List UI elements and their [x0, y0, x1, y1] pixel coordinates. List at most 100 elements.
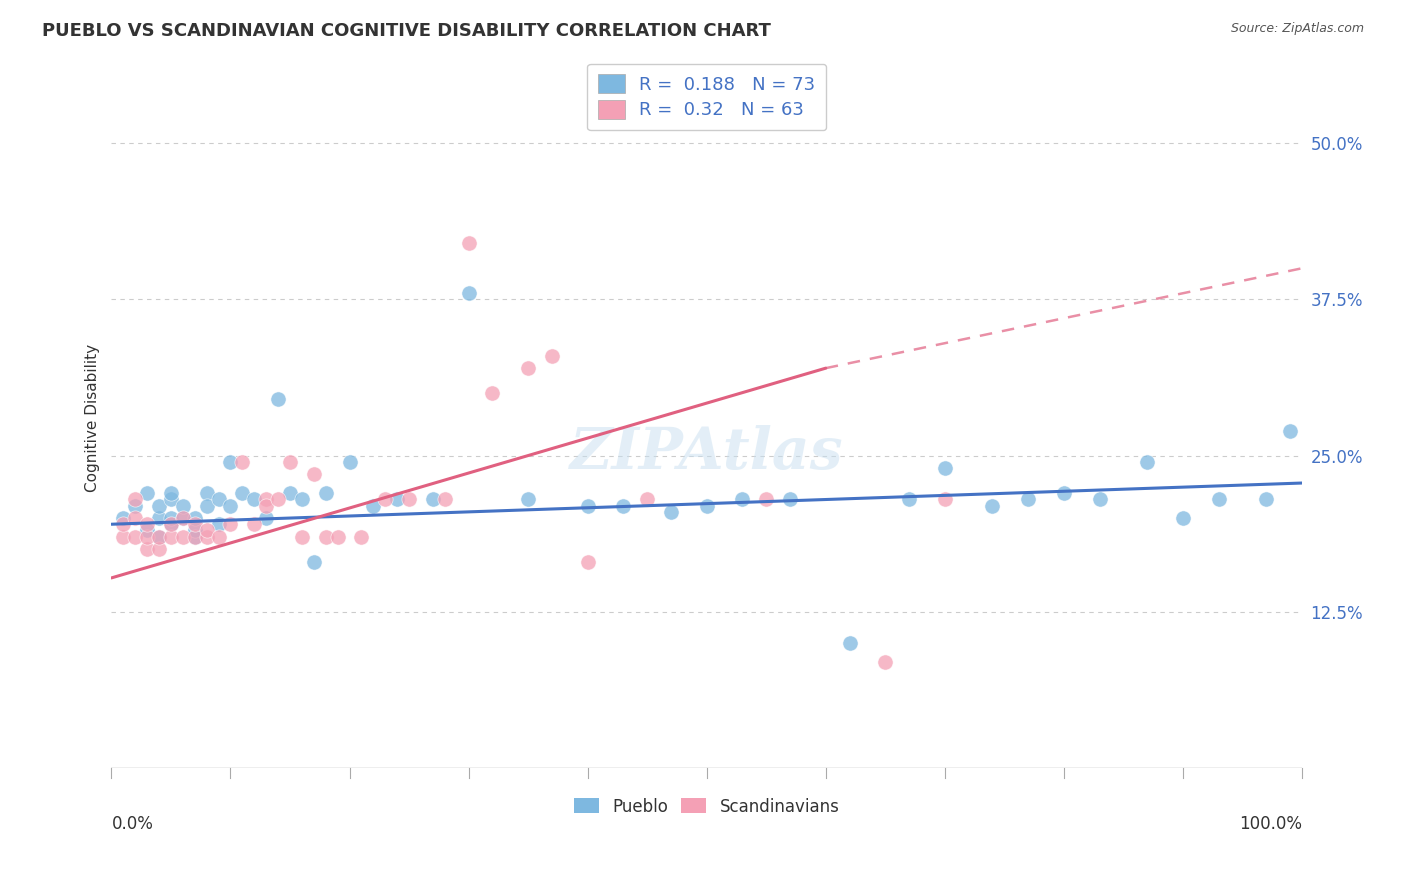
Point: [172, 511, 194, 525]
Point: [136, 486, 159, 500]
Point: [184, 517, 207, 532]
Point: [838, 636, 860, 650]
Legend: Pueblo, Scandinavians: Pueblo, Scandinavians: [567, 791, 846, 822]
Point: [659, 505, 682, 519]
Point: [1053, 486, 1076, 500]
Point: [363, 499, 385, 513]
Point: [160, 517, 183, 532]
Point: [148, 542, 170, 557]
Point: [124, 492, 146, 507]
Point: [636, 492, 658, 507]
Point: [875, 655, 897, 669]
Point: [136, 542, 159, 557]
Point: [184, 524, 207, 538]
Point: [207, 530, 229, 544]
Point: [433, 492, 456, 507]
Point: [243, 517, 266, 532]
Point: [350, 530, 373, 544]
Text: 0.0%: 0.0%: [111, 815, 153, 833]
Point: [481, 386, 503, 401]
Point: [422, 492, 444, 507]
Y-axis label: Cognitive Disability: Cognitive Disability: [86, 344, 100, 492]
Point: [136, 530, 159, 544]
Point: [243, 492, 266, 507]
Point: [696, 499, 718, 513]
Point: [278, 486, 301, 500]
Point: [1136, 455, 1159, 469]
Point: [160, 486, 183, 500]
Text: Source: ZipAtlas.com: Source: ZipAtlas.com: [1230, 22, 1364, 36]
Point: [1171, 511, 1194, 525]
Point: [172, 530, 194, 544]
Point: [254, 511, 277, 525]
Point: [755, 492, 778, 507]
Point: [576, 555, 599, 569]
Point: [195, 486, 218, 500]
Point: [1088, 492, 1111, 507]
Point: [195, 524, 218, 538]
Point: [184, 511, 207, 525]
Point: [576, 499, 599, 513]
Point: [374, 492, 396, 507]
Point: [278, 455, 301, 469]
Point: [981, 499, 1004, 513]
Point: [779, 492, 801, 507]
Point: [1279, 424, 1302, 438]
Point: [517, 492, 540, 507]
Point: [517, 361, 540, 376]
Point: [160, 511, 183, 525]
Point: [457, 286, 479, 301]
Point: [302, 467, 325, 482]
Point: [148, 511, 170, 525]
Point: [934, 492, 956, 507]
Point: [541, 349, 564, 363]
Point: [254, 499, 277, 513]
Point: [398, 492, 420, 507]
Point: [172, 511, 194, 525]
Point: [254, 492, 277, 507]
Point: [148, 530, 170, 544]
Point: [1017, 492, 1039, 507]
Point: [898, 492, 921, 507]
Point: [124, 511, 146, 525]
Point: [219, 517, 242, 532]
Point: [112, 511, 135, 525]
Point: [136, 517, 159, 532]
Point: [731, 492, 754, 507]
Point: [195, 530, 218, 544]
Point: [302, 555, 325, 569]
Point: [160, 517, 183, 532]
Point: [148, 530, 170, 544]
Point: [136, 524, 159, 538]
Point: [315, 486, 337, 500]
Point: [612, 499, 634, 513]
Point: [934, 461, 956, 475]
Point: [207, 492, 229, 507]
Point: [184, 530, 207, 544]
Point: [160, 530, 183, 544]
Point: [267, 492, 290, 507]
Point: [1208, 492, 1230, 507]
Point: [219, 499, 242, 513]
Point: [291, 492, 314, 507]
Text: 100.0%: 100.0%: [1239, 815, 1302, 833]
Point: [172, 499, 194, 513]
Point: [207, 517, 229, 532]
Point: [1256, 492, 1278, 507]
Point: [124, 499, 146, 513]
Point: [385, 492, 408, 507]
Point: [195, 499, 218, 513]
Point: [231, 486, 253, 500]
Point: [339, 455, 361, 469]
Point: [231, 455, 253, 469]
Point: [184, 530, 207, 544]
Point: [124, 530, 146, 544]
Text: PUEBLO VS SCANDINAVIAN COGNITIVE DISABILITY CORRELATION CHART: PUEBLO VS SCANDINAVIAN COGNITIVE DISABIL…: [42, 22, 770, 40]
Point: [160, 492, 183, 507]
Point: [267, 392, 290, 407]
Point: [112, 517, 135, 532]
Text: ZIPAtlas: ZIPAtlas: [569, 425, 844, 482]
Point: [291, 530, 314, 544]
Point: [457, 236, 479, 251]
Point: [148, 499, 170, 513]
